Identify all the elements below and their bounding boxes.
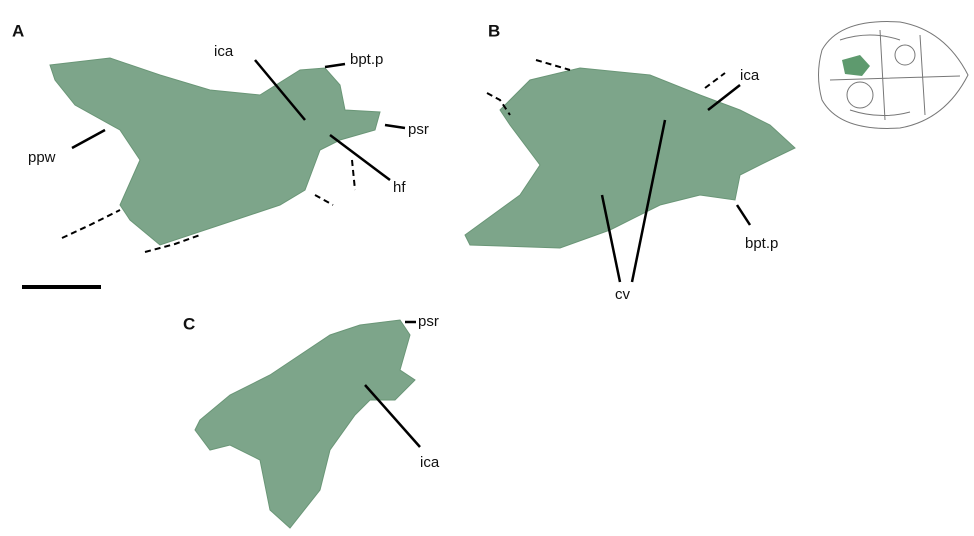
label: bpt.p <box>350 51 383 68</box>
dashed-outline <box>705 73 725 88</box>
label: psr <box>408 121 429 138</box>
panel-letter: C <box>183 314 195 333</box>
panel-a: A ica bpt.p psr ppw hf <box>12 21 429 287</box>
label: cv <box>615 286 631 303</box>
specimen <box>465 68 795 248</box>
label: ica <box>740 67 760 84</box>
panel-b: B ica bpt.p cv <box>465 21 795 302</box>
leader-line <box>385 125 405 128</box>
label: ppw <box>28 149 56 166</box>
dashed-outline <box>352 160 355 190</box>
label: psr <box>418 313 439 330</box>
specimen <box>195 320 415 528</box>
label: bpt.p <box>745 235 778 252</box>
panel-letter: B <box>488 21 500 40</box>
dashed-outline <box>536 60 570 70</box>
leader-line <box>330 135 390 180</box>
panel-c: C psr ica <box>183 313 440 528</box>
leader-line <box>737 205 750 225</box>
dashed-outline <box>62 210 120 238</box>
figure: A ica bpt.p psr ppw hf B ica bpt.p cv <box>0 0 974 531</box>
leader-line <box>325 64 345 67</box>
specimen <box>50 58 380 245</box>
skull-inset <box>819 22 969 129</box>
highlight <box>842 55 870 76</box>
label: ica <box>214 43 234 60</box>
leader-line <box>72 130 105 148</box>
label: hf <box>393 179 406 196</box>
panel-letter: A <box>12 21 24 40</box>
label: ica <box>420 454 440 471</box>
dashed-outline <box>315 195 333 205</box>
